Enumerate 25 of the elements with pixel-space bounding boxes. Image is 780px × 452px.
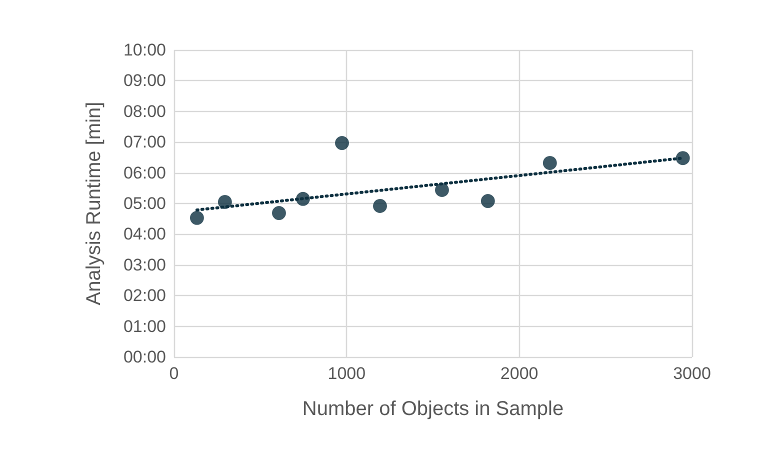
x-tick-label: 3000 xyxy=(673,364,711,383)
y-tick-label: 08:00 xyxy=(123,102,166,121)
x-tick-label: 2000 xyxy=(500,364,538,383)
point xyxy=(542,156,557,170)
y-tick-label: 07:00 xyxy=(123,132,166,152)
y-tick-label: 02:00 xyxy=(123,286,166,306)
point xyxy=(272,206,286,220)
y-tick-label: 09:00 xyxy=(123,71,166,90)
x-tick-label: 0 xyxy=(169,364,179,383)
y-tick-label: 10:00 xyxy=(123,40,166,60)
y-axis-title: Analysis Runtime [min] xyxy=(83,102,105,306)
point xyxy=(335,136,350,150)
y-tick-label: 04:00 xyxy=(123,224,166,244)
y-tick-label: 03:00 xyxy=(123,255,166,274)
point xyxy=(373,198,387,213)
y-tick-label: 06:00 xyxy=(123,163,166,182)
y-tick-label: 05:00 xyxy=(123,194,166,213)
y-tick-label: 00:00 xyxy=(123,348,166,366)
x-tick-label: 1000 xyxy=(328,364,366,383)
x-axis-title: Number of Objects in Sample xyxy=(302,398,564,420)
point xyxy=(434,182,449,197)
point xyxy=(480,194,495,208)
point xyxy=(676,151,690,166)
y-tick-label: 01:00 xyxy=(123,316,166,336)
point xyxy=(190,210,204,225)
